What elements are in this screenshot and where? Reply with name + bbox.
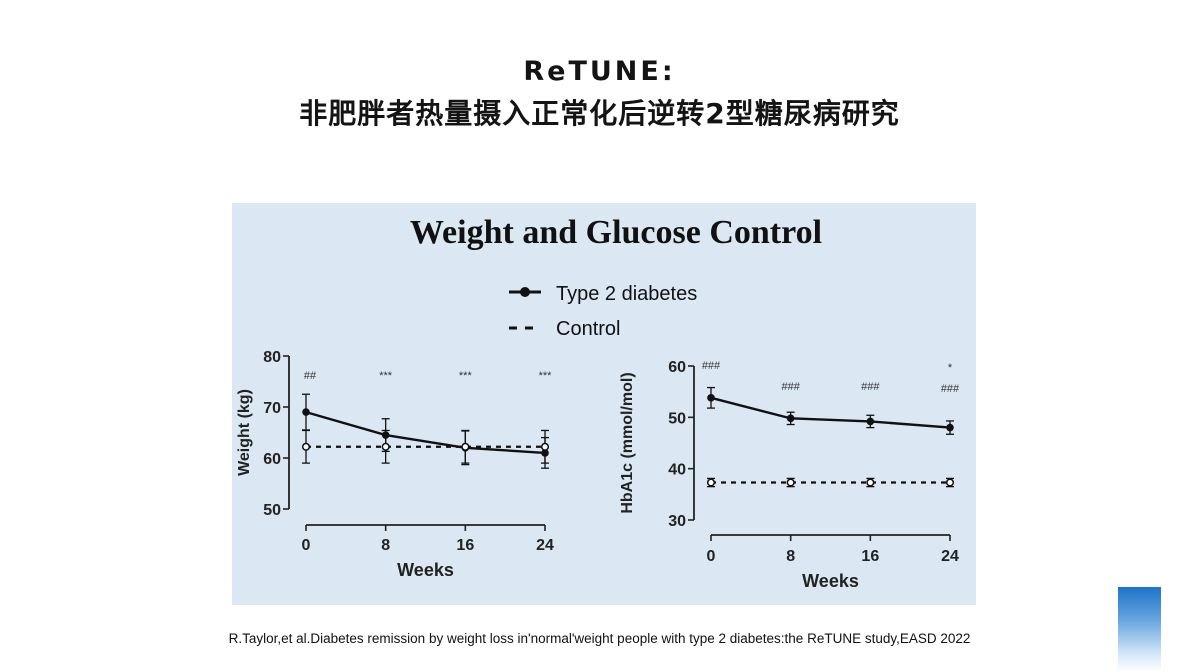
c1-ytick-label: 40 bbox=[668, 462, 686, 479]
weight-chart: 50 60 70 80 0 8 16 24 Weeks Weight (kg) ## *** *** **… bbox=[236, 349, 554, 580]
c1-point-t2d bbox=[707, 394, 715, 402]
c0-significance-label: *** bbox=[459, 370, 473, 382]
c0-xtick-label: 24 bbox=[536, 537, 554, 554]
c1-point-t2d bbox=[786, 414, 795, 423]
c1-xtick-label: 16 bbox=[861, 548, 879, 565]
c0-significance-label: *** bbox=[379, 370, 393, 382]
c0-point-control bbox=[381, 442, 390, 451]
c0-ytick-label: 50 bbox=[263, 502, 281, 519]
c1-y-axis-label: HbA1c (mmol/mol) bbox=[619, 372, 636, 513]
c1-point-control bbox=[706, 478, 716, 487]
c0-significance-label: *** bbox=[539, 370, 553, 382]
figure-title: Weight and Glucose Control bbox=[410, 214, 822, 251]
legend-label-t2d: Type 2 diabetes bbox=[556, 283, 697, 305]
c0-ytick-label: 70 bbox=[263, 400, 281, 417]
c0-significance-label: ## bbox=[304, 370, 317, 382]
hba1c-chart: 30 40 50 60 0 8 16 24 Weeks HbA1c (mmol/mol) ### ##… bbox=[619, 359, 960, 591]
c0-xtick-label: 8 bbox=[381, 537, 390, 554]
c1-xtick-label: 0 bbox=[707, 548, 716, 565]
c1-ytick-label: 50 bbox=[668, 410, 686, 427]
c1-significance-label: * bbox=[948, 362, 953, 374]
c1-significance-label: ### bbox=[861, 381, 880, 393]
c0-ytick-label: 80 bbox=[263, 349, 281, 366]
legend-marker-t2d bbox=[520, 287, 530, 297]
slide-title-line1: ReTUNE: bbox=[523, 56, 676, 87]
c0-y-axis-label: Weight (kg) bbox=[236, 389, 253, 476]
citation: R.Taylor,et al.Diabetes remission by wei… bbox=[228, 631, 971, 646]
c1-xtick-label: 8 bbox=[786, 548, 795, 565]
c1-point-control bbox=[866, 478, 875, 487]
c0-series-line-t2d bbox=[305, 410, 546, 455]
c1-point-t2d bbox=[946, 423, 954, 432]
figure-svg: Weight and Glucose Control Type 2 diabet… bbox=[236, 214, 960, 591]
c0-point-control bbox=[540, 442, 550, 451]
c0-point-t2d bbox=[302, 408, 310, 416]
c0-point-control bbox=[461, 442, 470, 451]
c1-point-control bbox=[786, 478, 795, 487]
c1-xtick-label: 24 bbox=[941, 548, 959, 565]
legend-label-control: Control bbox=[556, 318, 620, 340]
c1-ytick-label: 60 bbox=[668, 359, 686, 376]
c0-x-axis-label: Weeks bbox=[397, 560, 454, 580]
c1-ytick-label: 30 bbox=[668, 513, 686, 530]
c1-significance-label: ### bbox=[941, 383, 960, 395]
c0-xtick-label: 16 bbox=[456, 537, 474, 554]
c1-point-control bbox=[945, 478, 955, 487]
c1-point-t2d bbox=[866, 417, 875, 426]
corner-decoration bbox=[1118, 587, 1161, 672]
c1-x-axis-label: Weeks bbox=[802, 571, 859, 591]
c0-ytick-label: 60 bbox=[263, 451, 281, 468]
c0-xtick-label: 0 bbox=[302, 537, 311, 554]
c1-significance-label: ### bbox=[781, 381, 800, 393]
slide-title-line2: 非肥胖者热量摄入正常化后逆转2型糖尿病研究 bbox=[299, 97, 900, 130]
c0-point-control bbox=[301, 442, 311, 451]
c1-series-line-t2d bbox=[710, 396, 951, 429]
figure-panel: Weight and Glucose Control Type 2 diabet… bbox=[232, 203, 976, 605]
c1-significance-label: ### bbox=[702, 360, 721, 372]
